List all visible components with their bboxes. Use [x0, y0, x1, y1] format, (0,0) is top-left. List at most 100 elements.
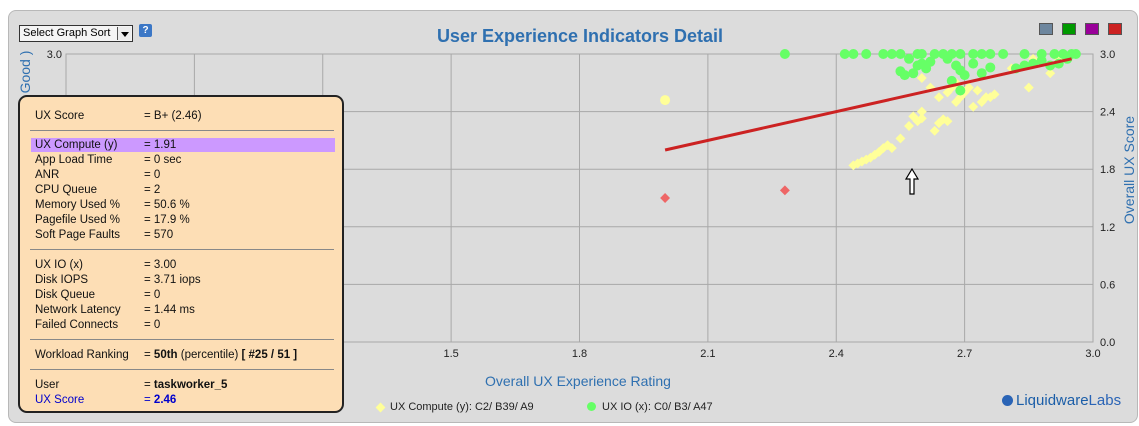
- tip-anr-value: = 0: [144, 169, 161, 181]
- tip-score-value: = 2.46: [144, 394, 177, 406]
- data-point-circle: [1070, 49, 1081, 59]
- y-tick-label: 0.6: [1100, 279, 1115, 291]
- chart-title: User Experience Indicators Detail: [436, 26, 724, 46]
- tip-divider: [30, 249, 334, 250]
- data-point-diamond: [989, 89, 1000, 100]
- tip-pagefile-value: = 17.9 %: [144, 214, 190, 226]
- data-point-circle: [895, 49, 906, 59]
- tip-net-latency-label: Network Latency: [35, 304, 121, 316]
- x-tick-label: 1.8: [572, 348, 587, 360]
- data-point-circle: [959, 70, 970, 81]
- graph-sort-select[interactable]: Select Graph Sort: [19, 25, 133, 42]
- data-point-circle: [929, 49, 940, 59]
- tip-score-label: UX Score: [35, 394, 85, 406]
- tip-cpu-queue: CPU Queue = 2: [35, 183, 335, 197]
- data-point-diamond: [934, 92, 944, 103]
- data-point-circle: [1036, 55, 1047, 66]
- tip-failed-connects: Failed Connects = 0: [35, 318, 335, 332]
- data-point-circle: [968, 49, 979, 59]
- tip-disk-queue-value: = 0: [144, 289, 161, 301]
- tip-ux-score-label: UX Score: [35, 110, 85, 122]
- detail-tooltip: UX Score = B+ (2.46) UX Compute (y) = 1.91…: [18, 95, 344, 413]
- data-point-diamond: [886, 143, 897, 154]
- tip-net-latency: Network Latency = 1.44 ms: [35, 303, 335, 317]
- tip-ux-io-value: = 3.00: [144, 259, 177, 271]
- data-point-diamond: [916, 113, 927, 124]
- data-point-diamond: [968, 101, 979, 112]
- mouse-cursor-icon: [905, 168, 919, 195]
- color-swatch-purple[interactable]: [1085, 23, 1099, 35]
- data-point-circle: [976, 49, 987, 59]
- y-tick-label: 1.8: [1100, 164, 1115, 176]
- data-point-diamond: [895, 133, 906, 144]
- tip-failed-connects-label: Failed Connects: [35, 319, 119, 331]
- data-point-circle: [976, 68, 987, 79]
- data-point-diamond: [942, 116, 953, 127]
- tip-user: User = taskworker_5: [35, 378, 335, 392]
- data-point-diamond: [929, 125, 940, 136]
- data-point-circle: [908, 68, 919, 79]
- x-tick-label: 2.4: [829, 348, 844, 360]
- color-swatch-slate[interactable]: [1039, 23, 1053, 35]
- logo-labs: Labs: [1088, 392, 1122, 409]
- tip-ux-compute: UX Compute (y) = 1.91: [31, 138, 335, 152]
- tip-ux-compute-label: UX Compute (y): [35, 139, 118, 151]
- x-tick-label: 1.5: [443, 348, 458, 360]
- tip-soft-faults: Soft Page Faults = 570: [35, 228, 335, 242]
- data-point-circle: [942, 53, 953, 64]
- tip-divider: [30, 369, 334, 370]
- data-point-circle: [899, 70, 910, 81]
- x-tick-label: 2.1: [700, 348, 715, 360]
- data-point-diamond: [916, 106, 927, 117]
- logo-brand: Liquidware: [1016, 392, 1089, 409]
- data-point-diamond: [1023, 82, 1034, 93]
- data-point-circle: [1019, 49, 1030, 59]
- color-swatch-red[interactable]: [1108, 23, 1122, 35]
- y-tick-label: 2.4: [1100, 107, 1115, 119]
- data-point-diamond: [904, 121, 914, 131]
- tip-ux-io-label: UX IO (x): [35, 259, 83, 271]
- data-point-circle: [660, 95, 671, 106]
- tip-ux-score-value: = B+ (2.46): [144, 110, 202, 122]
- tip-disk-queue-label: Disk Queue: [35, 289, 96, 301]
- data-point-circle: [985, 49, 996, 59]
- y-tick-label: 3.0: [1100, 49, 1115, 61]
- data-point-circle: [955, 49, 966, 59]
- tip-score: UX Score = 2.46: [35, 393, 335, 407]
- color-swatch-green[interactable]: [1062, 23, 1076, 35]
- legend-compute[interactable]: UX Compute (y): C2/ B39/ A9: [375, 401, 534, 413]
- data-point-diamond: [916, 73, 927, 83]
- tip-user-value: = taskworker_5: [144, 379, 228, 391]
- data-point-circle: [779, 49, 790, 59]
- y-tick-label-left: 3.0: [47, 49, 62, 61]
- tip-divider: [30, 130, 334, 131]
- tip-net-latency-value: = 1.44 ms: [144, 304, 195, 316]
- data-point-circle: [903, 53, 914, 64]
- tip-app-load: App Load Time = 0 sec: [35, 153, 335, 167]
- data-point-circle: [839, 49, 850, 59]
- y-tick-label: 0.0: [1100, 337, 1115, 349]
- tip-workload-value: = 50th (percentile) [ #25 / 51 ]: [144, 349, 298, 361]
- tip-user-label: User: [35, 379, 60, 391]
- data-point-circle: [985, 62, 996, 73]
- legend-io[interactable]: UX IO (x): C0/ B3/ A47: [587, 401, 713, 413]
- help-icon[interactable]: ?: [139, 24, 152, 37]
- circle-icon: [587, 402, 596, 411]
- tip-ux-io: UX IO (x) = 3.00: [35, 258, 335, 272]
- tip-ux-compute-value: = 1.91: [144, 139, 177, 151]
- data-point-circle: [916, 49, 927, 59]
- tip-workload: Workload Ranking = 50th (percentile) [ #2…: [35, 348, 335, 362]
- x-tick-label: 2.7: [957, 348, 972, 360]
- chevron-down-icon: [117, 27, 131, 40]
- tip-failed-connects-value: = 0: [144, 319, 161, 331]
- tip-pagefile: Pagefile Used % = 17.9 %: [35, 213, 335, 227]
- data-point-circle: [946, 75, 957, 86]
- trend-line: [664, 57, 1072, 152]
- graph-sort-label: Select Graph Sort: [23, 27, 111, 39]
- data-point-circle: [878, 49, 889, 59]
- data-point-diamond: [779, 185, 790, 196]
- tip-memory: Memory Used % = 50.6 %: [35, 198, 335, 212]
- data-point-circle: [861, 49, 872, 59]
- data-point-circle: [886, 49, 897, 59]
- tip-disk-iops: Disk IOPS = 3.71 iops: [35, 273, 335, 287]
